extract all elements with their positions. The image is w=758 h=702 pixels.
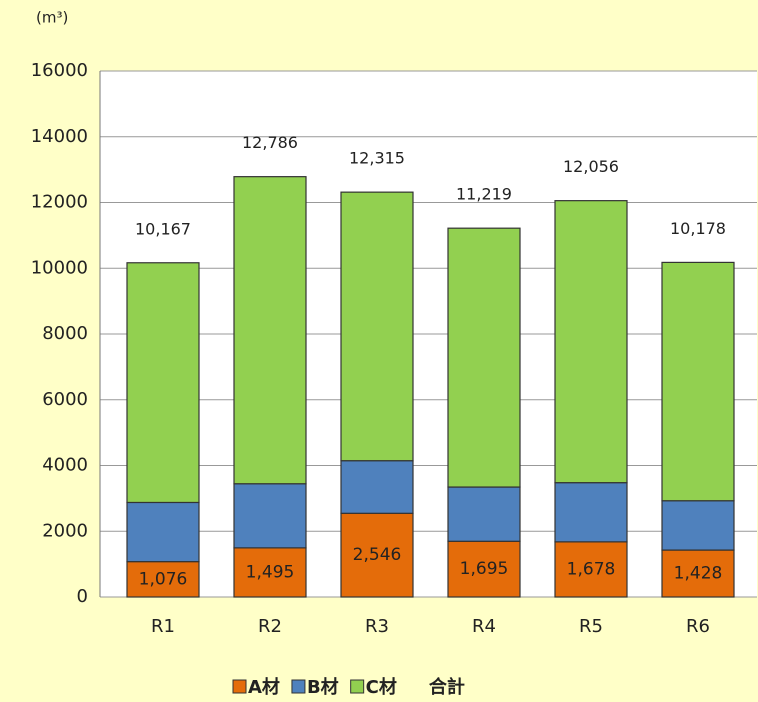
y-axis-label: (m³)	[36, 9, 68, 27]
legend-swatch	[232, 679, 247, 694]
y-tick-label: 8000	[42, 323, 88, 344]
legend-label: 合計	[429, 676, 465, 698]
bar-segment	[340, 512, 414, 598]
y-tick-label: 14000	[31, 126, 88, 147]
y-tick-label: 4000	[42, 455, 88, 476]
bar-segment	[661, 500, 735, 551]
x-tick-label: R3	[365, 616, 389, 637]
legend-label: A材	[248, 676, 280, 698]
legend-label: B材	[307, 676, 339, 698]
y-tick-label: 6000	[42, 389, 88, 410]
y-tick-label: 12000	[31, 192, 88, 213]
bar-label: 2,546	[353, 545, 402, 565]
y-tick-label: 10000	[31, 257, 88, 278]
total-label: 12,056	[563, 157, 619, 176]
y-tick-label: 0	[77, 586, 88, 607]
bar-label: 1,695	[460, 559, 509, 579]
bar-segment	[126, 561, 200, 598]
bar-segment	[447, 227, 521, 488]
x-tick-label: R4	[472, 616, 496, 637]
total-label: 10,178	[670, 219, 726, 238]
legend-swatch	[291, 679, 306, 694]
x-tick-label: R5	[579, 616, 603, 637]
total-label: 11,219	[456, 185, 512, 204]
bar-segment	[447, 486, 521, 542]
bar-segment	[126, 501, 200, 563]
bar-label: 1,678	[567, 559, 616, 579]
bar-segment	[447, 540, 521, 598]
bar-label: 1,495	[246, 562, 295, 582]
bar-label: 1,428	[674, 564, 723, 584]
x-tick-label: R1	[151, 616, 175, 637]
x-tick-label: R2	[258, 616, 282, 637]
bar-segment	[233, 176, 307, 485]
bar-label: 1,076	[139, 569, 188, 589]
bar-segment	[661, 549, 735, 598]
bar-segment	[233, 483, 307, 549]
bar-segment	[340, 191, 414, 462]
legend-label: C材	[366, 676, 397, 698]
y-tick-label: 16000	[31, 60, 88, 81]
bar-segment	[554, 541, 628, 598]
x-tick-label: R6	[686, 616, 710, 637]
total-label: 10,167	[135, 219, 191, 238]
bar-segment	[126, 262, 200, 504]
legend-swatch	[350, 679, 365, 694]
bar-segment	[661, 261, 735, 502]
y-tick-label: 2000	[42, 520, 88, 541]
bar-segment	[554, 482, 628, 543]
bar-segment	[554, 200, 628, 484]
total-label: 12,315	[349, 149, 405, 168]
bar-segment	[233, 547, 307, 598]
bar-segment	[340, 460, 414, 514]
total-label: 12,786	[242, 133, 298, 152]
